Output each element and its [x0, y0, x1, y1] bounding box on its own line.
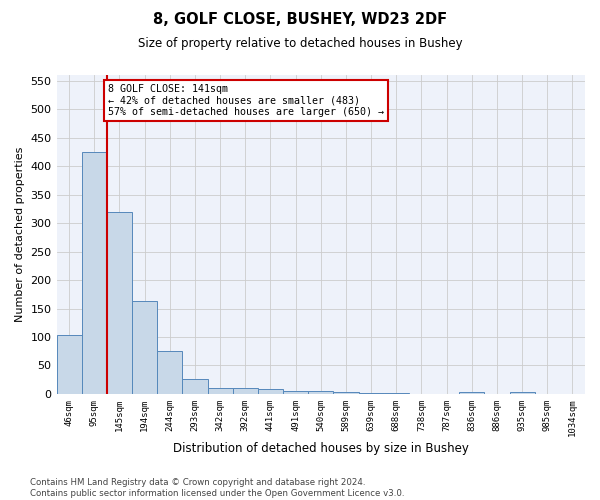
Bar — [509, 392, 535, 394]
Bar — [82, 152, 107, 394]
Text: Size of property relative to detached houses in Bushey: Size of property relative to detached ho… — [137, 38, 463, 51]
Y-axis label: Number of detached properties: Number of detached properties — [15, 147, 25, 322]
Bar — [182, 379, 208, 394]
Bar — [233, 388, 258, 394]
Bar — [459, 392, 484, 394]
Bar — [132, 301, 157, 394]
Bar — [283, 391, 308, 394]
Bar — [157, 350, 182, 394]
Text: 8 GOLF CLOSE: 141sqm
← 42% of detached houses are smaller (483)
57% of semi-deta: 8 GOLF CLOSE: 141sqm ← 42% of detached h… — [108, 84, 384, 116]
X-axis label: Distribution of detached houses by size in Bushey: Distribution of detached houses by size … — [173, 442, 469, 455]
Text: Contains HM Land Registry data © Crown copyright and database right 2024.
Contai: Contains HM Land Registry data © Crown c… — [30, 478, 404, 498]
Bar — [359, 393, 383, 394]
Bar — [308, 391, 334, 394]
Bar — [208, 388, 233, 394]
Bar — [107, 212, 132, 394]
Text: 8, GOLF CLOSE, BUSHEY, WD23 2DF: 8, GOLF CLOSE, BUSHEY, WD23 2DF — [153, 12, 447, 28]
Bar — [258, 390, 283, 394]
Bar — [334, 392, 359, 394]
Bar — [56, 336, 82, 394]
